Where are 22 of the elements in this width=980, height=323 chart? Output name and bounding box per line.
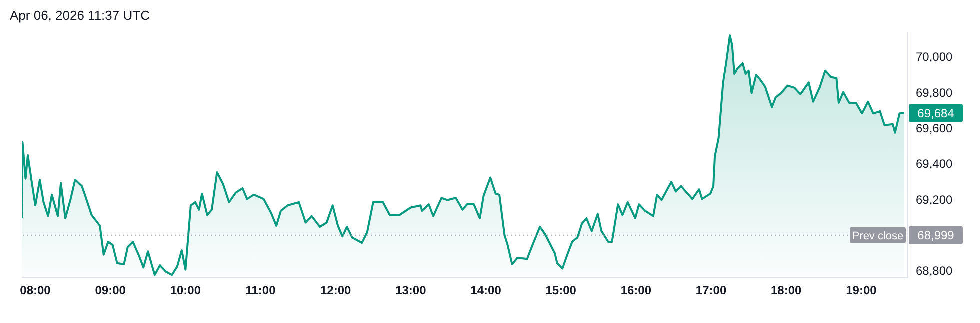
x-tick-label: 17:00 bbox=[696, 284, 727, 298]
x-tick-label: 19:00 bbox=[846, 284, 878, 298]
x-tick-label: 10:00 bbox=[170, 284, 202, 298]
x-tick-label: 08:00 bbox=[20, 284, 52, 298]
x-tick-label: 14:00 bbox=[470, 284, 502, 298]
text: Apr 06, 2026 11:37 UTC bbox=[10, 8, 150, 23]
y-tick-label: 70,000 bbox=[916, 50, 954, 64]
x-tick-label: 13:00 bbox=[396, 284, 427, 298]
x-tick-label: 18:00 bbox=[771, 284, 802, 298]
y-tick-label: 69,200 bbox=[916, 192, 954, 207]
x-tick-label: 09:00 bbox=[95, 284, 126, 298]
x-tick-label: 15:00 bbox=[546, 284, 577, 298]
y-tick-label: 68,800 bbox=[916, 264, 954, 278]
x-tick-label: 12:00 bbox=[320, 284, 352, 298]
y-tick-label: 69,800 bbox=[916, 86, 954, 100]
annotation: 68,999 bbox=[918, 228, 955, 242]
ref-line-label: Prev close bbox=[852, 230, 904, 242]
y-tick-label: 69,400 bbox=[916, 157, 954, 172]
annotation: 69,684 bbox=[918, 106, 955, 120]
y-tick-label: 69,600 bbox=[916, 122, 954, 136]
x-tick-label: 11:00 bbox=[246, 284, 276, 298]
x-tick-label: 16:00 bbox=[620, 284, 652, 298]
